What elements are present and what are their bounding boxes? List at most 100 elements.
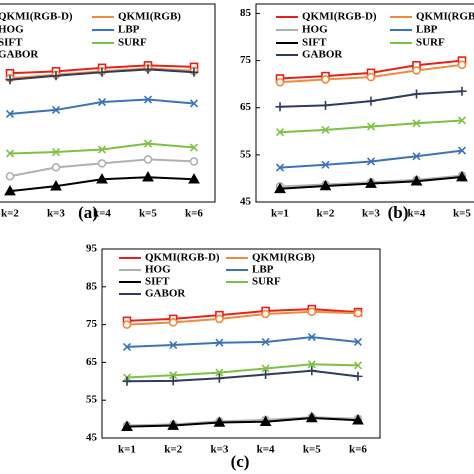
legend-label: SIFT [0, 37, 23, 49]
marker [167, 419, 180, 430]
marker [457, 116, 467, 125]
marker [215, 314, 224, 324]
x-tick-label: k=2 [1, 208, 19, 220]
marker [353, 337, 363, 347]
marker [97, 67, 107, 77]
marker [215, 368, 224, 377]
marker [457, 146, 467, 155]
marker [168, 318, 178, 327]
marker [412, 119, 421, 128]
x-tick-label: k=4 [257, 444, 275, 456]
marker [410, 175, 423, 186]
y-tick-label: 75 [240, 54, 252, 66]
x-tick-label: k=2 [164, 444, 182, 456]
marker [50, 180, 62, 191]
legend-label: HOG [302, 24, 328, 36]
y-tick-label: 75 [86, 318, 98, 330]
marker [275, 102, 285, 112]
marker [97, 145, 107, 154]
marker [51, 71, 61, 81]
marker [51, 147, 61, 157]
y-tick-label: 45 [86, 432, 98, 444]
series-line [126, 416, 359, 428]
legend-label: SIFT [302, 37, 327, 49]
marker [365, 177, 377, 188]
marker [353, 361, 363, 370]
panel-label: (a) [78, 203, 98, 222]
marker [169, 371, 178, 380]
x-tick-label: k=4 [408, 208, 426, 220]
legend-label: HOG [145, 264, 171, 276]
marker [321, 75, 330, 84]
legend-label: SURF [416, 37, 445, 49]
plot-frame [101, 248, 381, 439]
series-line [126, 336, 359, 348]
legend-label: QKMI(RGB) [252, 252, 315, 264]
marker [274, 182, 286, 194]
marker [122, 376, 132, 386]
marker [51, 163, 61, 172]
series-line [279, 149, 463, 169]
legend-label: GABOR [302, 49, 343, 61]
marker [456, 170, 468, 182]
marker [353, 371, 363, 381]
legend-label: QKMI(RGB-D) [0, 11, 73, 23]
x-tick-label: k=3 [362, 208, 380, 220]
legend-label: GABOR [145, 288, 186, 300]
marker [457, 60, 467, 70]
marker [261, 337, 270, 347]
marker [143, 95, 153, 104]
marker [366, 122, 376, 131]
legend-label: QKMI(RGB-D) [145, 252, 220, 264]
plot-frame [0, 3, 216, 203]
marker [321, 125, 330, 134]
x-tick-label: k=4 [93, 208, 111, 220]
marker [307, 333, 316, 342]
y-tick-label: 85 [240, 7, 252, 19]
x-tick-label: k=6 [349, 444, 367, 456]
marker [305, 411, 318, 423]
legend-label: SURF [118, 37, 147, 49]
marker [412, 89, 421, 99]
marker [261, 364, 270, 373]
marker [5, 75, 15, 85]
legend-label: GABOR [0, 49, 39, 61]
y-tick-label: 55 [240, 148, 252, 160]
series-line [126, 363, 359, 379]
panel-label: (c) [231, 452, 250, 471]
marker [4, 184, 16, 196]
marker [319, 179, 332, 191]
legend-label: LBP [252, 264, 274, 276]
legend-label: SIFT [145, 276, 170, 288]
marker [259, 415, 272, 427]
legend-label: QKMI(RGB) [118, 11, 181, 23]
x-tick-label: k=5 [453, 208, 471, 220]
y-tick-label: 45 [240, 196, 252, 208]
marker [169, 340, 178, 350]
marker [321, 160, 330, 169]
marker [189, 99, 199, 108]
y-tick-label: 95 [86, 243, 98, 255]
marker [121, 420, 133, 431]
legend-label: HOG [0, 24, 24, 36]
marker [168, 376, 178, 386]
marker [96, 173, 108, 184]
legend-label: QKMI(RGB-D) [302, 11, 377, 23]
marker [142, 171, 154, 182]
legend-label: LBP [416, 24, 438, 36]
panel-label: (b) [388, 203, 409, 222]
marker [366, 96, 376, 106]
marker [143, 155, 153, 164]
y-tick-label: 65 [86, 356, 98, 368]
marker [275, 163, 285, 172]
y-tick-label: 55 [86, 394, 98, 406]
x-tick-label: k=1 [118, 444, 136, 456]
marker [457, 86, 467, 96]
marker [275, 77, 285, 87]
series-line [126, 310, 359, 326]
marker [5, 109, 15, 118]
marker [214, 373, 224, 383]
marker [51, 105, 61, 114]
